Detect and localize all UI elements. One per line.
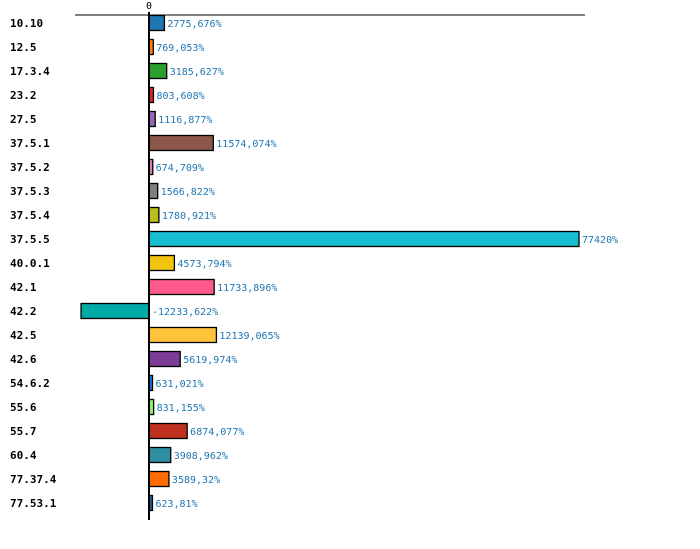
bar: [148, 278, 215, 296]
value-label: 1566,822%: [161, 187, 215, 198]
bar: [148, 470, 170, 488]
category-label: 37.5.5: [10, 233, 50, 246]
value-label: -12233,622%: [152, 307, 218, 318]
value-label: 803,608%: [156, 91, 204, 102]
value-label: 831,155%: [157, 403, 205, 414]
category-label: 42.5: [10, 329, 37, 342]
category-label: 77.37.4: [10, 473, 57, 486]
bar: [148, 446, 172, 464]
bar: [148, 422, 188, 440]
bar: [148, 14, 166, 32]
value-label: 623,81%: [155, 499, 197, 510]
value-label: 12139,065%: [219, 331, 279, 342]
category-label: 37.5.4: [10, 209, 50, 222]
category-label: 27.5: [10, 113, 37, 126]
category-label: 55.7: [10, 425, 37, 438]
value-label: 2775,676%: [167, 19, 221, 30]
value-label: 5619,974%: [183, 355, 237, 366]
category-label: 37.5.1: [10, 137, 50, 150]
bar: [148, 134, 214, 152]
bar: [80, 302, 150, 320]
category-label: 42.6: [10, 353, 37, 366]
value-label: 6874,077%: [190, 427, 244, 438]
bar: [148, 350, 181, 368]
value-label: 1116,877%: [158, 115, 212, 126]
category-label: 17.3.4: [10, 65, 50, 78]
bar: [148, 182, 159, 200]
value-label: 674,709%: [156, 163, 204, 174]
category-label: 55.6: [10, 401, 37, 414]
bar: [148, 326, 218, 344]
category-label: 77.53.1: [10, 497, 57, 510]
value-label: 11574,074%: [216, 139, 276, 150]
value-label: 11733,896%: [217, 283, 277, 294]
category-label: 54.6.2: [10, 377, 50, 390]
value-label: 1780,921%: [162, 211, 216, 222]
category-label: 37.5.3: [10, 185, 50, 198]
value-label: 3908,962%: [174, 451, 228, 462]
value-label: 3185,627%: [170, 67, 224, 78]
value-label: 77420%: [582, 235, 618, 246]
bar: [148, 206, 160, 224]
value-label: 631,021%: [156, 379, 204, 390]
bar: [148, 254, 176, 272]
category-label: 42.2: [10, 305, 37, 318]
category-label: 10.10: [10, 17, 43, 30]
bar: [148, 230, 580, 248]
category-label: 12.5: [10, 41, 37, 54]
category-label: 23.2: [10, 89, 37, 102]
value-label: 3589,32%: [172, 475, 220, 486]
category-label: 42.1: [10, 281, 37, 294]
zero-tick-label: 0: [146, 1, 152, 12]
category-label: 37.5.2: [10, 161, 50, 174]
bar: [148, 62, 168, 80]
category-label: 40.0.1: [10, 257, 50, 270]
category-label: 60.4: [10, 449, 37, 462]
value-label: 769,053%: [156, 43, 204, 54]
value-label: 4573,794%: [177, 259, 231, 270]
